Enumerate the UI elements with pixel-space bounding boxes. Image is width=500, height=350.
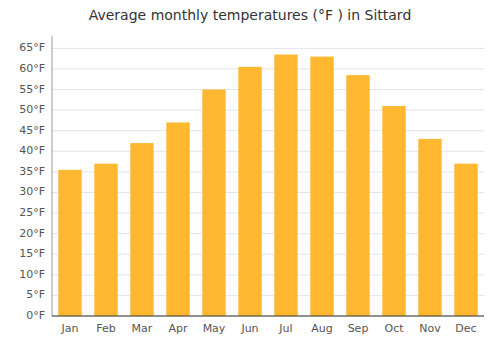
y-tick-label: 15°F [19, 247, 45, 260]
y-tick-label: 45°F [19, 124, 45, 137]
grid-line [52, 130, 484, 131]
x-tick-label: Nov [419, 322, 441, 335]
x-tick-label: Jul [278, 322, 292, 335]
x-tick-label: Sep [348, 322, 369, 335]
y-axis-line [52, 36, 53, 316]
y-tick-label: 50°F [19, 103, 45, 116]
bar [418, 139, 441, 316]
bar [310, 57, 333, 316]
bar [166, 122, 189, 316]
y-tick-label: 20°F [19, 227, 45, 240]
grid-line [52, 316, 484, 317]
grid [52, 48, 484, 316]
grid-line [52, 110, 484, 111]
x-tick-label: Oct [384, 322, 404, 335]
x-tick-label: Aug [311, 322, 332, 335]
x-axis: Jan Feb Mar Apr May Jun Jul Aug Sep Oct Nov Dec [52, 316, 484, 335]
y-tick-label: 35°F [19, 165, 45, 178]
y-tick-label: 55°F [19, 83, 45, 96]
y-tick-label: 60°F [19, 62, 45, 75]
grid-line [52, 89, 484, 90]
x-tick-label: Apr [168, 322, 188, 335]
bar [454, 164, 477, 316]
chart: 0°F 5°F 10°F 15°F 20°F 25°F 30°F 35°F 40°F 45°F 50… [0, 0, 500, 350]
x-tick-label: Feb [96, 322, 115, 335]
bar [58, 170, 81, 316]
bar [94, 164, 117, 316]
y-tick-label: 30°F [19, 185, 45, 198]
y-tick-label: 65°F [19, 41, 45, 54]
bar [238, 67, 261, 316]
grid-line [52, 68, 484, 69]
page: {"chart_data": {"type": "bar", "title": … [0, 0, 500, 350]
x-axis-line [52, 316, 484, 317]
x-tick-label: Mar [132, 322, 153, 335]
bar [382, 106, 405, 316]
x-tick-label: Jun [240, 322, 258, 335]
bars [58, 55, 477, 316]
y-tick-label: 0°F [26, 309, 45, 322]
y-tick-label: 10°F [19, 268, 45, 281]
bar [130, 143, 153, 316]
y-axis: 0°F 5°F 10°F 15°F 20°F 25°F 30°F 35°F 40°F 45°F 50… [19, 36, 52, 322]
x-tick-label: Dec [455, 322, 476, 335]
grid-line [52, 48, 484, 49]
y-tick-label: 25°F [19, 206, 45, 219]
chart-container: 0°F 5°F 10°F 15°F 20°F 25°F 30°F 35°F 40°F 45°F 50… [0, 0, 500, 350]
title: Average monthly temperatures (°F ) in Si… [89, 7, 412, 23]
bar [346, 75, 369, 316]
bar [274, 55, 297, 316]
x-tick-label: May [203, 322, 226, 335]
x-tick-label: Jan [61, 322, 79, 335]
bar [202, 90, 225, 316]
y-tick-label: 5°F [26, 288, 45, 301]
y-tick-label: 40°F [19, 144, 45, 157]
